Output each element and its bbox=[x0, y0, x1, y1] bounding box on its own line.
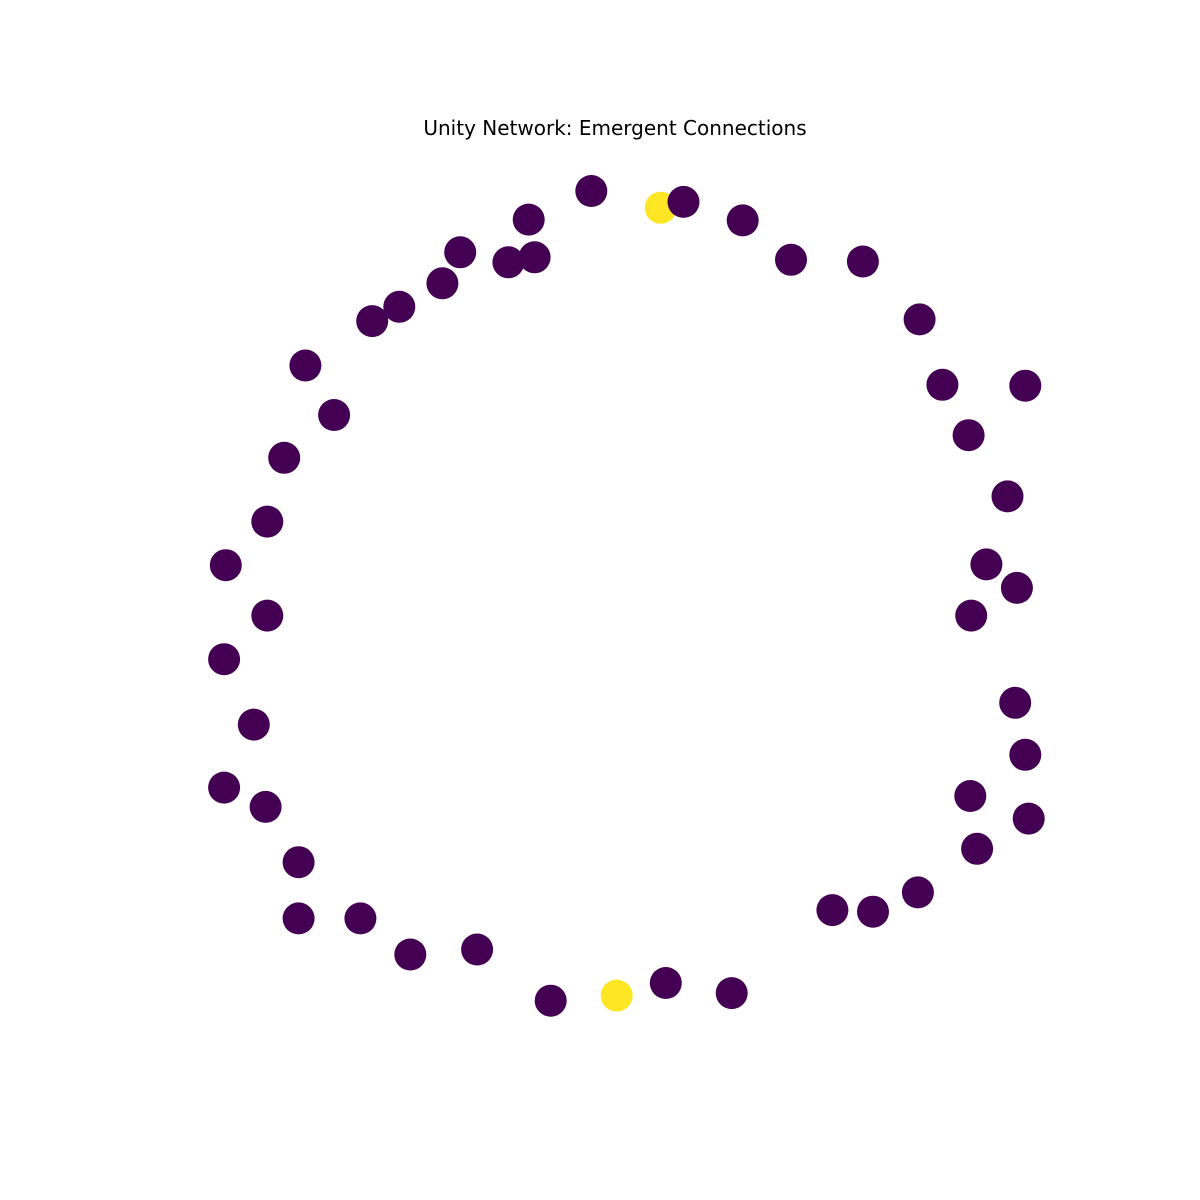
node-point-21 bbox=[954, 780, 987, 812]
node-point-8 bbox=[518, 241, 551, 274]
node-point-46 bbox=[356, 305, 389, 338]
node-point-24 bbox=[901, 876, 934, 909]
node-point-15 bbox=[991, 480, 1024, 513]
chart-title: Unity Network: Emergent Connections bbox=[423, 116, 806, 140]
node-point-34 bbox=[282, 902, 315, 935]
node-point-45 bbox=[289, 349, 322, 382]
node-point-20 bbox=[1009, 738, 1042, 771]
node-point-12 bbox=[926, 368, 959, 401]
node-point-42 bbox=[251, 505, 284, 538]
node-point-13 bbox=[1009, 369, 1042, 402]
node-point-5 bbox=[512, 203, 545, 236]
node-point-23 bbox=[961, 832, 994, 865]
node-point-29 bbox=[600, 979, 633, 1012]
node-point-33 bbox=[344, 902, 377, 935]
node-point-39 bbox=[208, 643, 241, 676]
node-point-43 bbox=[268, 441, 301, 474]
node-point-18 bbox=[955, 599, 988, 632]
node-point-32 bbox=[394, 938, 427, 971]
node-point-10 bbox=[846, 245, 879, 278]
node-point-22 bbox=[1012, 802, 1045, 835]
node-point-30 bbox=[534, 984, 567, 1017]
node-point-17 bbox=[1000, 571, 1033, 604]
node-point-38 bbox=[237, 708, 270, 741]
node-point-11 bbox=[903, 303, 936, 336]
node-point-4 bbox=[726, 204, 759, 237]
node-point-41 bbox=[209, 549, 242, 582]
node-point-44 bbox=[318, 399, 351, 431]
node-point-25 bbox=[857, 895, 889, 928]
nodes-layer bbox=[208, 175, 1045, 1017]
node-point-26 bbox=[816, 894, 849, 927]
node-point-31 bbox=[461, 933, 494, 966]
node-point-16 bbox=[970, 548, 1003, 581]
node-point-19 bbox=[999, 686, 1032, 719]
node-point-2 bbox=[575, 175, 608, 207]
node-point-14 bbox=[952, 419, 985, 452]
node-point-47 bbox=[426, 267, 459, 300]
node-point-37 bbox=[208, 771, 241, 804]
node-point-27 bbox=[715, 977, 748, 1010]
node-point-9 bbox=[775, 243, 807, 276]
node-point-48 bbox=[492, 246, 525, 279]
node-point-7 bbox=[383, 290, 416, 323]
node-point-36 bbox=[249, 790, 282, 823]
node-point-35 bbox=[282, 846, 315, 879]
node-point-3 bbox=[667, 185, 700, 218]
node-point-28 bbox=[649, 967, 682, 999]
node-point-6 bbox=[444, 236, 477, 269]
node-point-40 bbox=[251, 599, 284, 632]
